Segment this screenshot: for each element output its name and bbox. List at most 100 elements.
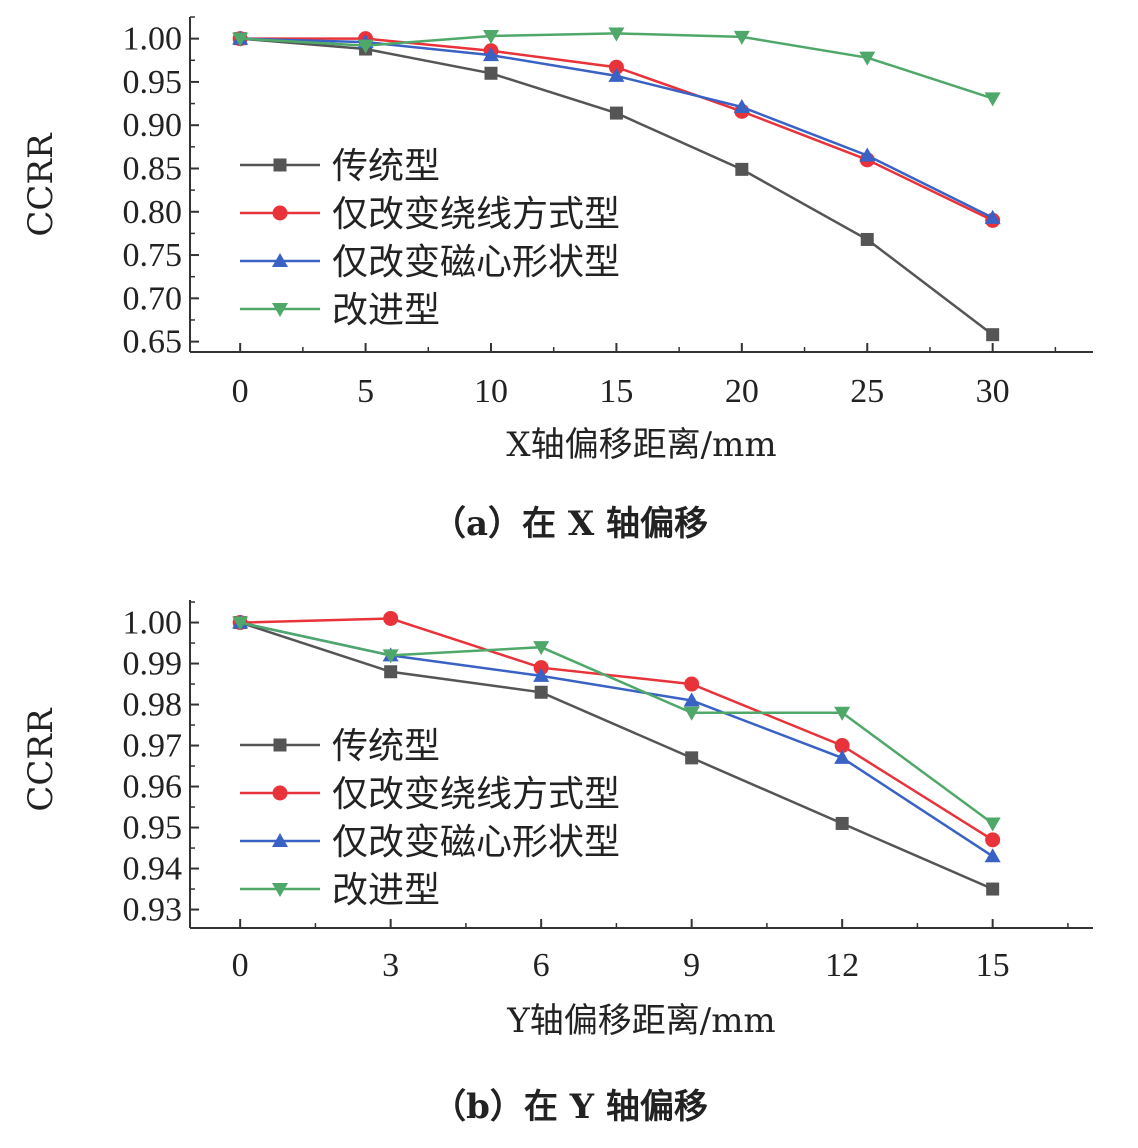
x-tick-label: 12 xyxy=(825,947,859,984)
legend-marker xyxy=(272,833,288,847)
y-tick-label: 0.93 xyxy=(123,892,183,929)
y-tick-label: 1.00 xyxy=(123,605,183,642)
y-tick-label: 0.98 xyxy=(123,687,183,724)
legend-marker xyxy=(272,883,288,897)
legend-marker xyxy=(273,738,287,752)
legend-item: 改进型 xyxy=(240,870,440,911)
data-point xyxy=(683,692,700,707)
data-point xyxy=(232,616,249,631)
chart-caption: （b）在 Y 轴偏移 xyxy=(432,1087,708,1127)
y-tick-label: 0.99 xyxy=(123,646,183,683)
y-tick-label: 0.85 xyxy=(123,150,183,187)
legend-marker xyxy=(272,205,288,221)
series-line xyxy=(239,621,994,825)
legend-label: 传统型 xyxy=(332,726,440,767)
data-point xyxy=(834,738,850,754)
data-point xyxy=(357,39,374,54)
y-tick-label: 0.96 xyxy=(123,769,183,806)
data-point xyxy=(834,706,851,721)
data-point xyxy=(483,47,499,62)
data-point xyxy=(986,882,1000,896)
y-tick-label: 0.75 xyxy=(123,237,183,274)
data-point xyxy=(733,99,750,114)
x-tick-label: 3 xyxy=(382,947,399,984)
data-point xyxy=(859,51,876,66)
y-tick-label: 0.65 xyxy=(123,324,183,361)
x-tick-label: 6 xyxy=(533,947,550,984)
data-point xyxy=(835,816,849,830)
data-point xyxy=(533,667,550,682)
legend-item: 改进型 xyxy=(240,290,440,331)
y-tick-label: 0.80 xyxy=(123,194,183,231)
series-line xyxy=(240,617,994,841)
chart-panel-a: 0.65 0.70 0.75 0.80 0.85 0.90 0.95 1.00 0 5 10 15 20… xyxy=(21,16,1093,544)
legend-label: 仅改变磁心形状型 xyxy=(332,242,620,283)
x-tick-label: 15 xyxy=(976,947,1010,984)
legend-item: 仅改变磁心形状型 xyxy=(240,242,620,283)
data-point xyxy=(232,32,249,47)
y-tick-label: 1.00 xyxy=(123,21,183,58)
x-axis-label: Y轴偏移距离/mm xyxy=(506,1001,775,1041)
legend-marker xyxy=(272,303,288,317)
y-tick-label: 0.94 xyxy=(123,851,183,888)
legend-label: 仅改变绕线方式型 xyxy=(332,194,620,235)
x-tick-label: 5 xyxy=(357,373,374,410)
data-point xyxy=(483,30,499,45)
x-tick-label: 30 xyxy=(976,373,1010,410)
series-3 xyxy=(232,27,1001,107)
x-tick-label: 15 xyxy=(599,373,633,410)
data-point xyxy=(608,67,625,82)
data-point xyxy=(733,30,750,45)
y-tick-label: 0.90 xyxy=(123,107,183,144)
data-point xyxy=(608,27,625,42)
data-point xyxy=(735,162,749,176)
data-point xyxy=(608,59,624,75)
data-point xyxy=(834,749,851,764)
legend-item: 传统型 xyxy=(240,726,440,767)
data-point xyxy=(484,66,498,80)
y-axis-label: CCRR xyxy=(21,707,61,812)
x-axis-label: X轴偏移距离/mm xyxy=(506,425,776,465)
legend-label: 传统型 xyxy=(332,146,440,187)
series-3 xyxy=(232,616,1001,832)
data-point xyxy=(859,147,876,162)
legend-item: 仅改变绕线方式型 xyxy=(240,774,620,815)
data-point xyxy=(683,706,700,721)
data-point xyxy=(984,209,1001,224)
data-point xyxy=(384,665,398,679)
data-point xyxy=(984,92,1001,107)
x-tick-label: 0 xyxy=(232,947,249,984)
x-tick-label: 9 xyxy=(683,947,700,984)
data-point xyxy=(533,641,550,656)
data-point xyxy=(684,676,700,692)
legend-label: 改进型 xyxy=(332,870,440,911)
data-point xyxy=(533,660,549,676)
data-point xyxy=(685,751,699,765)
legend-label: 仅改变绕线方式型 xyxy=(332,774,620,815)
data-point xyxy=(984,817,1001,832)
x-tick-label: 10 xyxy=(474,373,508,410)
data-point xyxy=(986,328,1000,342)
legend-item: 传统型 xyxy=(240,146,440,187)
chart-panel-b: 0.93 0.94 0.95 0.96 0.97 0.98 0.99 1.00 0 3 6 9 12 15… xyxy=(21,600,1093,1127)
y-tick-label: 0.95 xyxy=(123,64,183,101)
x-tick-label: 20 xyxy=(725,373,759,410)
x-tick-label: 25 xyxy=(850,373,884,410)
y-tick-label: 0.70 xyxy=(123,280,183,317)
legend-marker xyxy=(273,158,287,172)
y-axis-label: CCRR xyxy=(21,132,61,237)
data-point xyxy=(609,106,623,120)
x-tick-label: 0 xyxy=(232,373,249,410)
data-point xyxy=(985,832,1001,848)
data-point xyxy=(984,848,1001,863)
data-point xyxy=(534,685,548,699)
series-line xyxy=(239,621,994,891)
legend-marker xyxy=(272,785,288,801)
chart-caption: （a）在 X 轴偏移 xyxy=(432,504,708,544)
legend-label: 改进型 xyxy=(332,290,440,331)
legend-item: 仅改变磁心形状型 xyxy=(240,822,620,863)
legend-label: 仅改变磁心形状型 xyxy=(332,822,620,863)
